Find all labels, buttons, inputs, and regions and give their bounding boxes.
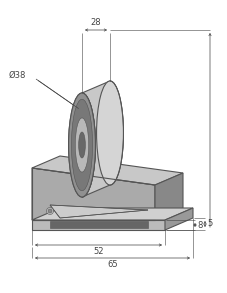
Polygon shape — [154, 173, 182, 220]
Text: 52: 52 — [93, 247, 103, 256]
Ellipse shape — [71, 99, 92, 191]
Ellipse shape — [48, 209, 52, 213]
Ellipse shape — [71, 99, 92, 191]
Ellipse shape — [78, 132, 85, 158]
Ellipse shape — [75, 118, 88, 172]
Text: 65: 65 — [107, 260, 117, 269]
Text: Ø38: Ø38 — [9, 71, 26, 79]
Ellipse shape — [96, 81, 123, 185]
Ellipse shape — [78, 132, 85, 158]
Polygon shape — [82, 81, 123, 197]
Text: 28: 28 — [90, 18, 101, 27]
Ellipse shape — [68, 93, 95, 197]
Ellipse shape — [75, 118, 88, 172]
Ellipse shape — [68, 93, 95, 197]
Polygon shape — [32, 168, 154, 220]
Ellipse shape — [46, 207, 53, 214]
Polygon shape — [32, 220, 164, 230]
Polygon shape — [32, 156, 182, 185]
Text: 8: 8 — [196, 221, 202, 229]
Text: 5: 5 — [206, 219, 211, 229]
Polygon shape — [164, 208, 192, 230]
Polygon shape — [50, 221, 147, 228]
Polygon shape — [32, 208, 192, 220]
Polygon shape — [50, 205, 147, 218]
